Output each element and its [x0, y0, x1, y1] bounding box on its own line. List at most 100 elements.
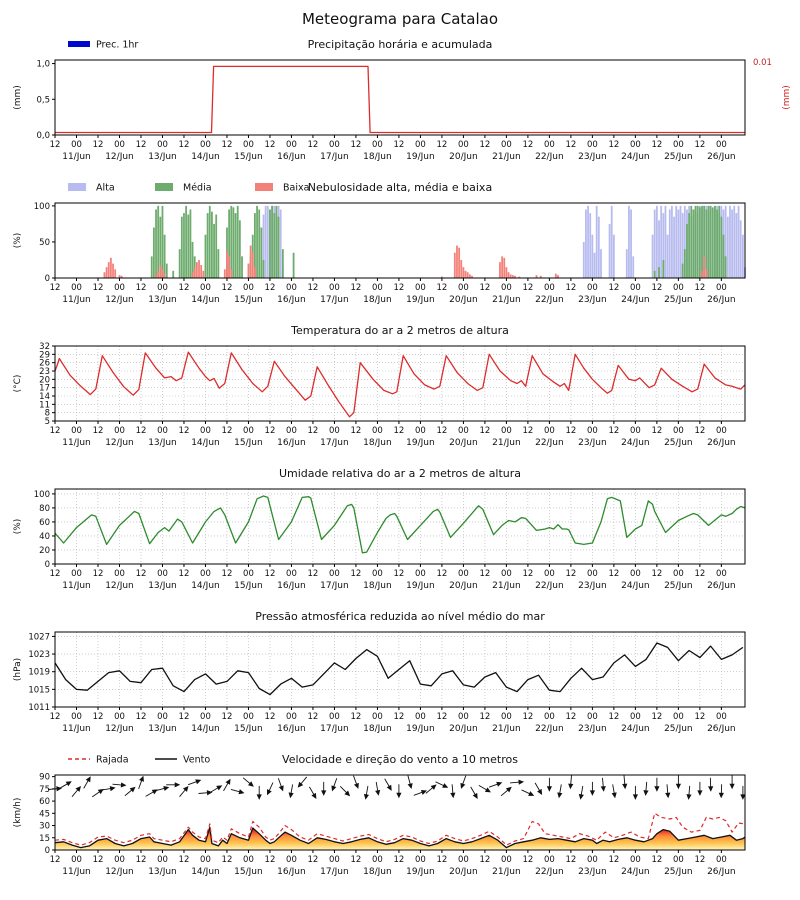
alta-bar — [630, 209, 632, 278]
hour-tick-label: 12 — [565, 283, 576, 293]
hour-tick-label: 00 — [157, 283, 168, 293]
hour-tick-label: 00 — [157, 712, 168, 722]
right-axis-top-label: 0.01 — [753, 58, 772, 68]
media-bar — [217, 249, 220, 278]
hour-tick-label: 00 — [243, 569, 254, 579]
y-tick-label: 5 — [45, 417, 50, 427]
hour-tick-label: 12 — [93, 283, 104, 293]
baixa-bar — [505, 267, 508, 278]
hour-tick-label: 00 — [372, 712, 383, 722]
wind-arrow-icon — [654, 777, 660, 792]
date-tick-label: 13/Jun — [148, 295, 177, 305]
hour-tick-label: 12 — [437, 283, 448, 293]
date-tick-label: 17/Jun — [320, 724, 349, 734]
wind-arrow-icon — [112, 782, 127, 788]
media-bar — [720, 216, 723, 278]
baixa-bar — [163, 273, 166, 278]
hour-tick-label: 00 — [544, 426, 555, 436]
page-title: Meteograma para Catalao — [301, 10, 499, 28]
wind-arrow-icon — [179, 785, 189, 797]
y-tick-label: 17 — [39, 384, 50, 394]
subplot-title: Precipitação horária e acumulada — [308, 38, 493, 51]
hour-tick-label: 12 — [222, 569, 233, 579]
hour-tick-label: 00 — [243, 426, 254, 436]
baixa-bar — [453, 252, 456, 278]
date-tick-label: 21/Jun — [492, 438, 521, 448]
y-tick-label: 1027 — [28, 632, 50, 642]
hour-tick-label: 12 — [222, 140, 233, 150]
right-axis-label: (mm) — [782, 85, 792, 110]
hour-tick-label: 12 — [437, 855, 448, 865]
baixa-bar — [230, 269, 233, 278]
date-tick-label: 18/Jun — [363, 152, 392, 162]
wind-arrow-icon — [622, 775, 628, 790]
hour-tick-label: 00 — [716, 426, 727, 436]
media-bar — [180, 216, 183, 278]
wind-arrow-icon — [708, 777, 714, 792]
clouds-chart-canvas: Nebulosidade alta, média e baixa 0 50 100 (%… — [13, 181, 746, 305]
date-tick-label: 20/Jun — [449, 724, 478, 734]
hour-tick-label: 00 — [544, 855, 555, 865]
date-tick-label: 22/Jun — [535, 152, 564, 162]
hour-tick-label: 00 — [630, 712, 641, 722]
wind-arrow-icon — [718, 784, 724, 799]
hour-tick-label: 00 — [200, 569, 211, 579]
date-tick-label: 25/Jun — [664, 438, 693, 448]
hour-tick-label: 12 — [394, 140, 405, 150]
hour-tick-label: 00 — [286, 569, 297, 579]
baixa-bar — [456, 245, 458, 278]
baixa-bar — [507, 272, 510, 278]
wind-arrow-icon — [288, 784, 294, 799]
hour-tick-label: 12 — [608, 712, 619, 722]
hour-tick-label: 00 — [716, 712, 727, 722]
alta-bar — [683, 205, 686, 278]
y-tick-label: 32 — [39, 342, 50, 352]
hour-tick-label: 00 — [200, 426, 211, 436]
wind-arrow-icon — [242, 777, 254, 787]
hour-tick-label: 12 — [437, 426, 448, 436]
y-tick-label: 40 — [39, 532, 50, 542]
alta-bar — [582, 241, 585, 278]
hour-tick-label: 00 — [716, 140, 727, 150]
hour-tick-label: 00 — [544, 283, 555, 293]
media-bar — [292, 252, 295, 278]
hour-tick-label: 00 — [415, 140, 426, 150]
baixa-bar — [249, 245, 252, 278]
subplot-title: Umidade relativa do ar a 2 metros de alt… — [279, 467, 521, 480]
hour-tick-label: 00 — [630, 569, 641, 579]
date-tick-label: 17/Jun — [320, 295, 349, 305]
date-tick-label: 23/Jun — [578, 295, 607, 305]
y-axis-label: (%) — [13, 519, 23, 535]
alta-bar — [724, 205, 727, 278]
hour-tick-label: 00 — [501, 426, 512, 436]
baixa-legend-swatch — [255, 183, 273, 191]
hour-tick-label: 00 — [716, 569, 727, 579]
wind-arrow-icon — [230, 789, 245, 795]
media-bar — [275, 205, 278, 278]
hour-tick-label: 00 — [587, 569, 598, 579]
wind-arrow-icon — [510, 779, 525, 785]
date-tick-label: 21/Jun — [492, 724, 521, 734]
media-bar — [232, 207, 235, 278]
hour-tick-label: 12 — [694, 140, 705, 150]
hour-tick-label: 12 — [694, 712, 705, 722]
alta-bar — [677, 209, 680, 278]
hour-tick-label: 12 — [351, 140, 362, 150]
baixa-bar — [157, 270, 160, 278]
hour-tick-label: 12 — [93, 569, 104, 579]
baixa-bar — [226, 250, 228, 278]
media-bar — [681, 263, 684, 278]
wind-arrow-icon — [101, 786, 116, 792]
wind-arrow-icon — [589, 781, 596, 796]
date-tick-label: 21/Jun — [492, 867, 521, 877]
baixa-bar — [499, 262, 501, 278]
plot-border — [54, 202, 746, 279]
baixa-bar — [503, 257, 506, 278]
hour-tick-label: 00 — [415, 569, 426, 579]
y-tick-label: 100 — [34, 202, 50, 212]
media-bar — [258, 209, 261, 278]
y-tick-label: 75 — [39, 785, 50, 795]
legend-label: Vento — [183, 755, 210, 766]
hour-tick-label: 12 — [651, 712, 662, 722]
